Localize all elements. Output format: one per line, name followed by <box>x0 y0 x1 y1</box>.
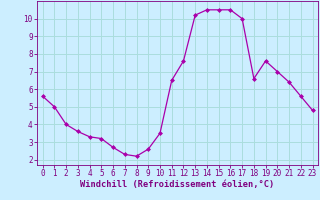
X-axis label: Windchill (Refroidissement éolien,°C): Windchill (Refroidissement éolien,°C) <box>80 180 275 189</box>
